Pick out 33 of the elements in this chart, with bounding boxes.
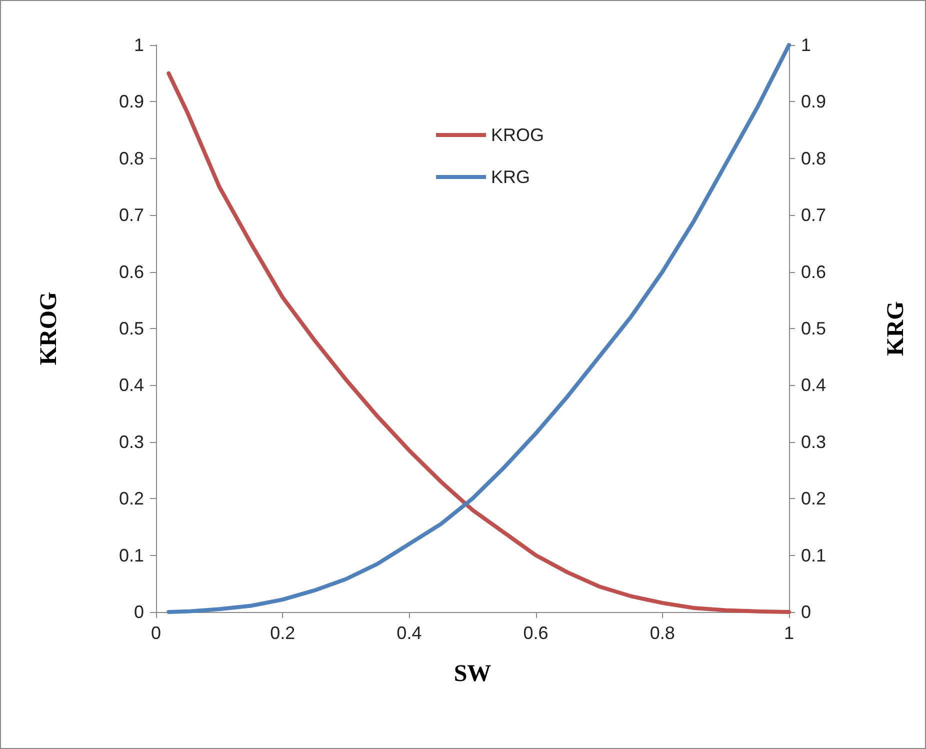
legend-label: KROG (491, 125, 544, 145)
y-tick-label: 0.1 (118, 545, 144, 566)
legend-label: KRG (491, 167, 530, 187)
y-tick-label: 0.2 (118, 488, 144, 509)
y2-axis-title: KRG (883, 300, 909, 356)
y-tick-label: 0.4 (118, 375, 144, 396)
y2-tick-label: 0.8 (801, 148, 826, 168)
y2-tick-label: 0.9 (801, 92, 826, 112)
y-axis-title: KROG (36, 292, 62, 366)
y2-tick-label: 0.1 (801, 545, 826, 566)
y2-tick-label: 0.6 (801, 262, 826, 282)
y-tick-label: 0.6 (118, 262, 144, 282)
x-tick-label: 0.2 (270, 623, 296, 643)
y2-tick-label: 1 (801, 35, 812, 55)
x-tick-label: 0.6 (523, 623, 548, 643)
y-tick-label: 0 (134, 602, 144, 622)
y-tick-label: 0.8 (118, 148, 144, 168)
y2-tick-label: 0.2 (801, 488, 826, 509)
y2-tick-label: 0.3 (801, 432, 826, 452)
y2-tick-label: 0.7 (801, 205, 826, 226)
y-tick-label: 0.3 (118, 432, 144, 452)
y-tick-label: 0.9 (118, 92, 144, 112)
y2-tick-label: 0.4 (801, 375, 826, 396)
x-tick-label: 0 (150, 623, 162, 643)
y2-tick-label: 0.5 (801, 318, 826, 338)
y-tick-label: 1 (134, 35, 144, 55)
x-tick-label: 1 (784, 623, 794, 643)
y-tick-label: 0.5 (118, 318, 144, 338)
y-tick-label: 0.7 (118, 205, 144, 226)
x-tick-label: 0.8 (650, 623, 675, 643)
x-axis-title: SW (454, 661, 492, 687)
y2-tick-label: 0 (801, 602, 812, 622)
x-tick-label: 0.4 (396, 623, 422, 643)
